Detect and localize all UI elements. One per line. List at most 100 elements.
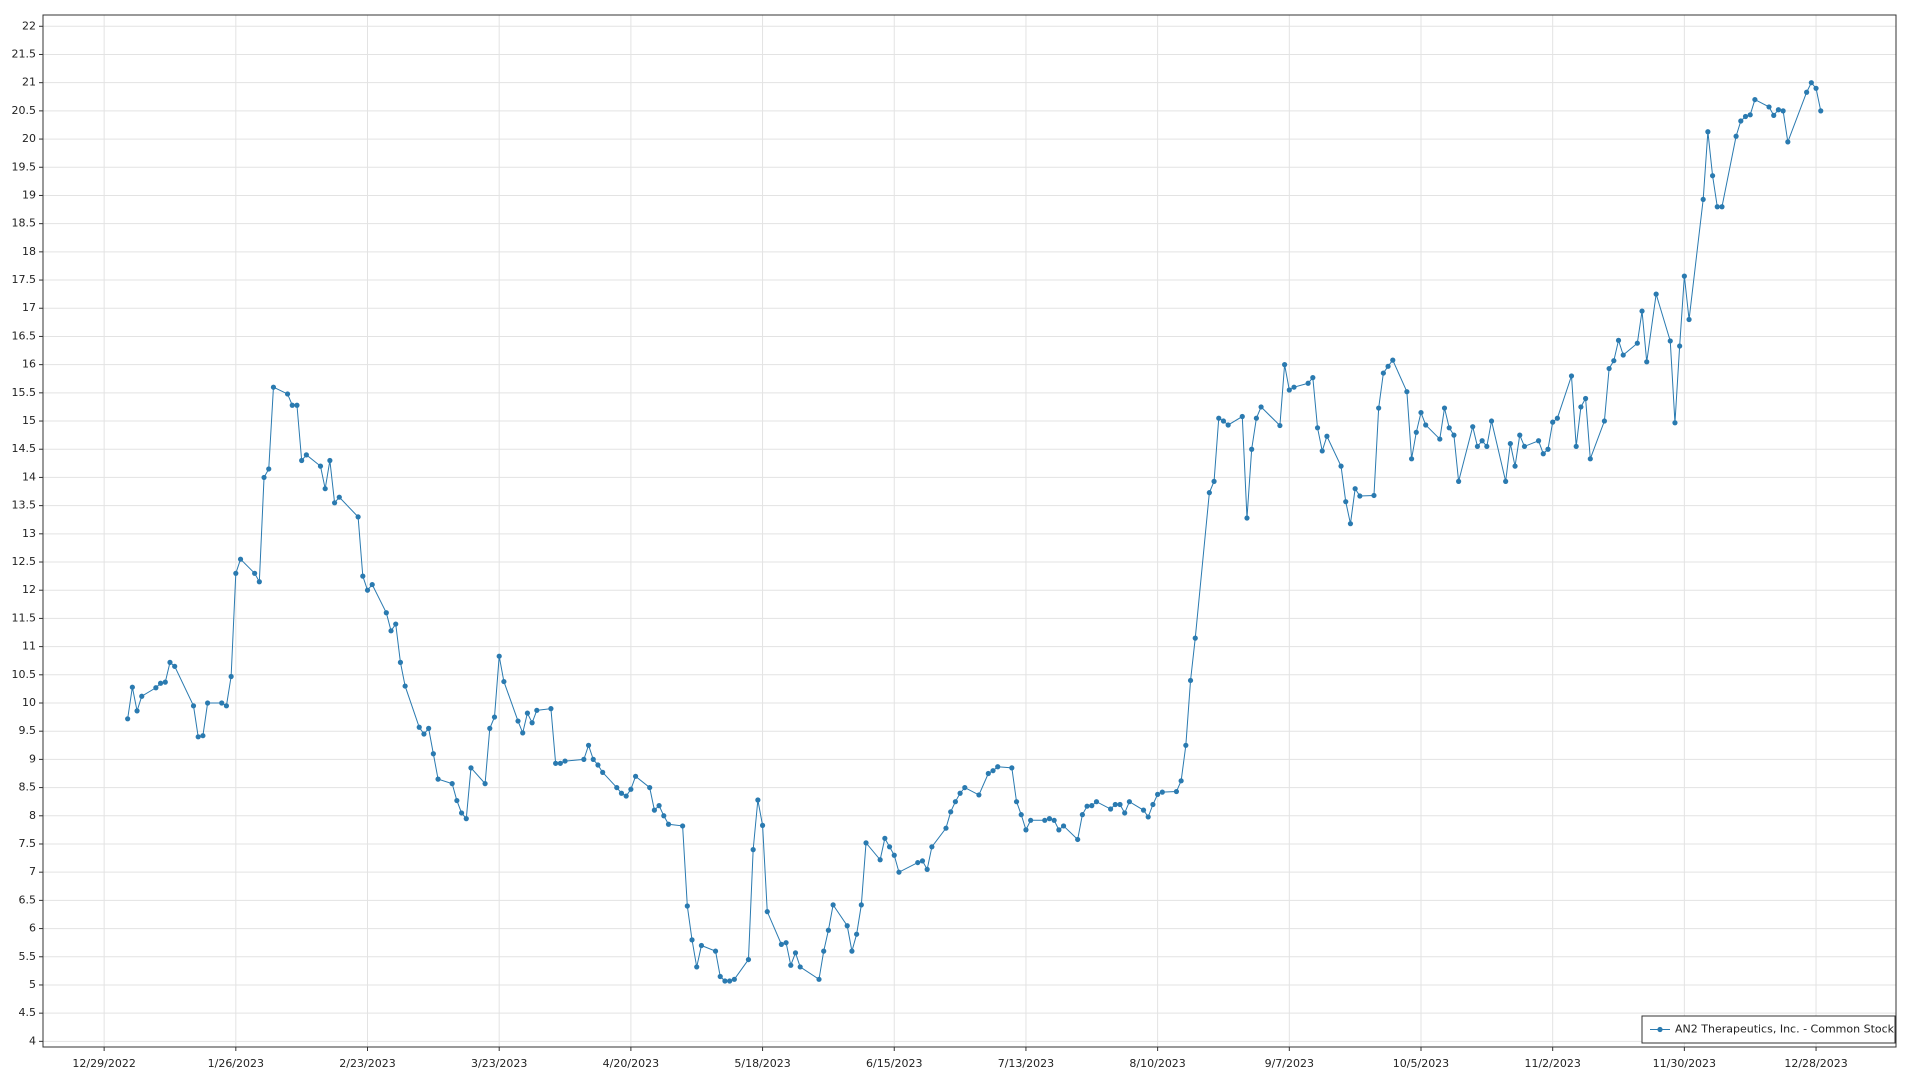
data-point <box>745 956 752 963</box>
data-point <box>590 756 596 762</box>
data-point <box>722 978 728 984</box>
data-point <box>548 706 554 712</box>
data-point <box>1700 196 1706 203</box>
data-point <box>1390 357 1396 363</box>
y-tick-label: 4.5 <box>19 1006 37 1019</box>
x-tick-label: 5/18/2023 <box>734 1057 790 1070</box>
data-point <box>1324 433 1330 439</box>
data-point <box>952 799 958 805</box>
data-point <box>628 786 634 792</box>
data-point <box>1013 799 1020 805</box>
data-point <box>1677 343 1683 349</box>
data-point <box>1140 807 1147 813</box>
data-point <box>134 708 140 714</box>
data-point <box>1018 812 1024 818</box>
y-tick-label: 10.5 <box>12 668 37 681</box>
data-point <box>1780 108 1786 114</box>
y-tick-label: 13.5 <box>12 499 37 512</box>
data-point <box>680 823 686 829</box>
data-point <box>1545 446 1551 452</box>
x-tick-label: 2/23/2023 <box>339 1057 395 1070</box>
data-point <box>1808 80 1814 86</box>
data-point <box>1568 373 1575 379</box>
data-point <box>299 457 305 464</box>
data-point <box>553 760 559 766</box>
data-point <box>1550 419 1556 425</box>
data-point <box>647 784 653 791</box>
y-tick-label: 5 <box>29 978 36 991</box>
data-point <box>125 716 131 722</box>
data-point <box>1244 515 1250 521</box>
data-point <box>1423 422 1429 428</box>
data-point <box>416 724 422 730</box>
data-point <box>256 579 262 585</box>
data-point <box>957 790 963 796</box>
data-point <box>1413 429 1419 435</box>
data-point <box>1385 363 1391 369</box>
data-point <box>976 792 982 798</box>
data-point <box>1540 451 1546 457</box>
data-point <box>849 948 855 954</box>
data-point <box>1286 387 1292 393</box>
data-point <box>877 857 883 863</box>
data-point <box>491 714 498 720</box>
data-point <box>1813 85 1819 91</box>
y-tick-label: 20.5 <box>12 104 37 117</box>
data-point <box>1051 817 1057 823</box>
data-point <box>995 764 1001 770</box>
y-tick-label: 12.5 <box>12 555 37 568</box>
y-tick-label: 9 <box>29 752 36 765</box>
data-point <box>520 730 526 736</box>
y-tick-label: 4 <box>29 1034 36 1047</box>
data-point <box>1206 490 1212 496</box>
data-point <box>355 514 361 520</box>
data-point <box>1023 827 1029 833</box>
data-point <box>1310 375 1316 381</box>
data-point <box>1117 801 1123 808</box>
data-point <box>1653 291 1659 297</box>
data-point <box>1644 359 1650 365</box>
data-point <box>759 822 766 828</box>
data-point <box>694 964 700 970</box>
data-point <box>1441 405 1448 411</box>
data-point <box>524 710 531 716</box>
data-point <box>1122 810 1128 816</box>
data-point <box>882 835 888 841</box>
data-point <box>1714 204 1720 210</box>
y-tick-label: 14 <box>22 470 36 483</box>
data-point <box>755 797 761 803</box>
data-point <box>962 784 968 791</box>
data-point <box>1747 112 1753 118</box>
data-point <box>153 685 159 691</box>
data-point <box>1404 389 1410 395</box>
data-point <box>1639 308 1645 314</box>
y-tick-label: 15 <box>22 414 36 427</box>
data-point <box>200 733 206 739</box>
data-point <box>778 941 784 947</box>
data-point <box>661 813 667 819</box>
data-point <box>223 703 230 709</box>
data-point <box>317 463 324 469</box>
data-point <box>1046 816 1053 822</box>
data-point <box>689 937 695 943</box>
data-point <box>924 866 930 872</box>
data-point <box>1028 817 1034 823</box>
x-tick-label: 12/29/2022 <box>72 1057 135 1070</box>
data-point <box>388 628 394 634</box>
y-tick-label: 16.5 <box>12 329 37 342</box>
y-tick-label: 12 <box>22 583 36 596</box>
data-point <box>886 844 893 850</box>
y-tick-label: 20 <box>22 132 36 145</box>
data-point <box>797 964 803 970</box>
data-point <box>1376 405 1382 411</box>
data-point <box>595 762 601 768</box>
data-point <box>1220 418 1227 424</box>
x-tick-label: 11/2/2023 <box>1524 1057 1580 1070</box>
data-point <box>712 948 719 954</box>
x-tick-label: 3/23/2023 <box>471 1057 527 1070</box>
data-point <box>915 859 921 866</box>
data-point <box>1512 463 1518 469</box>
data-point <box>1380 370 1386 376</box>
data-point <box>1437 436 1443 442</box>
